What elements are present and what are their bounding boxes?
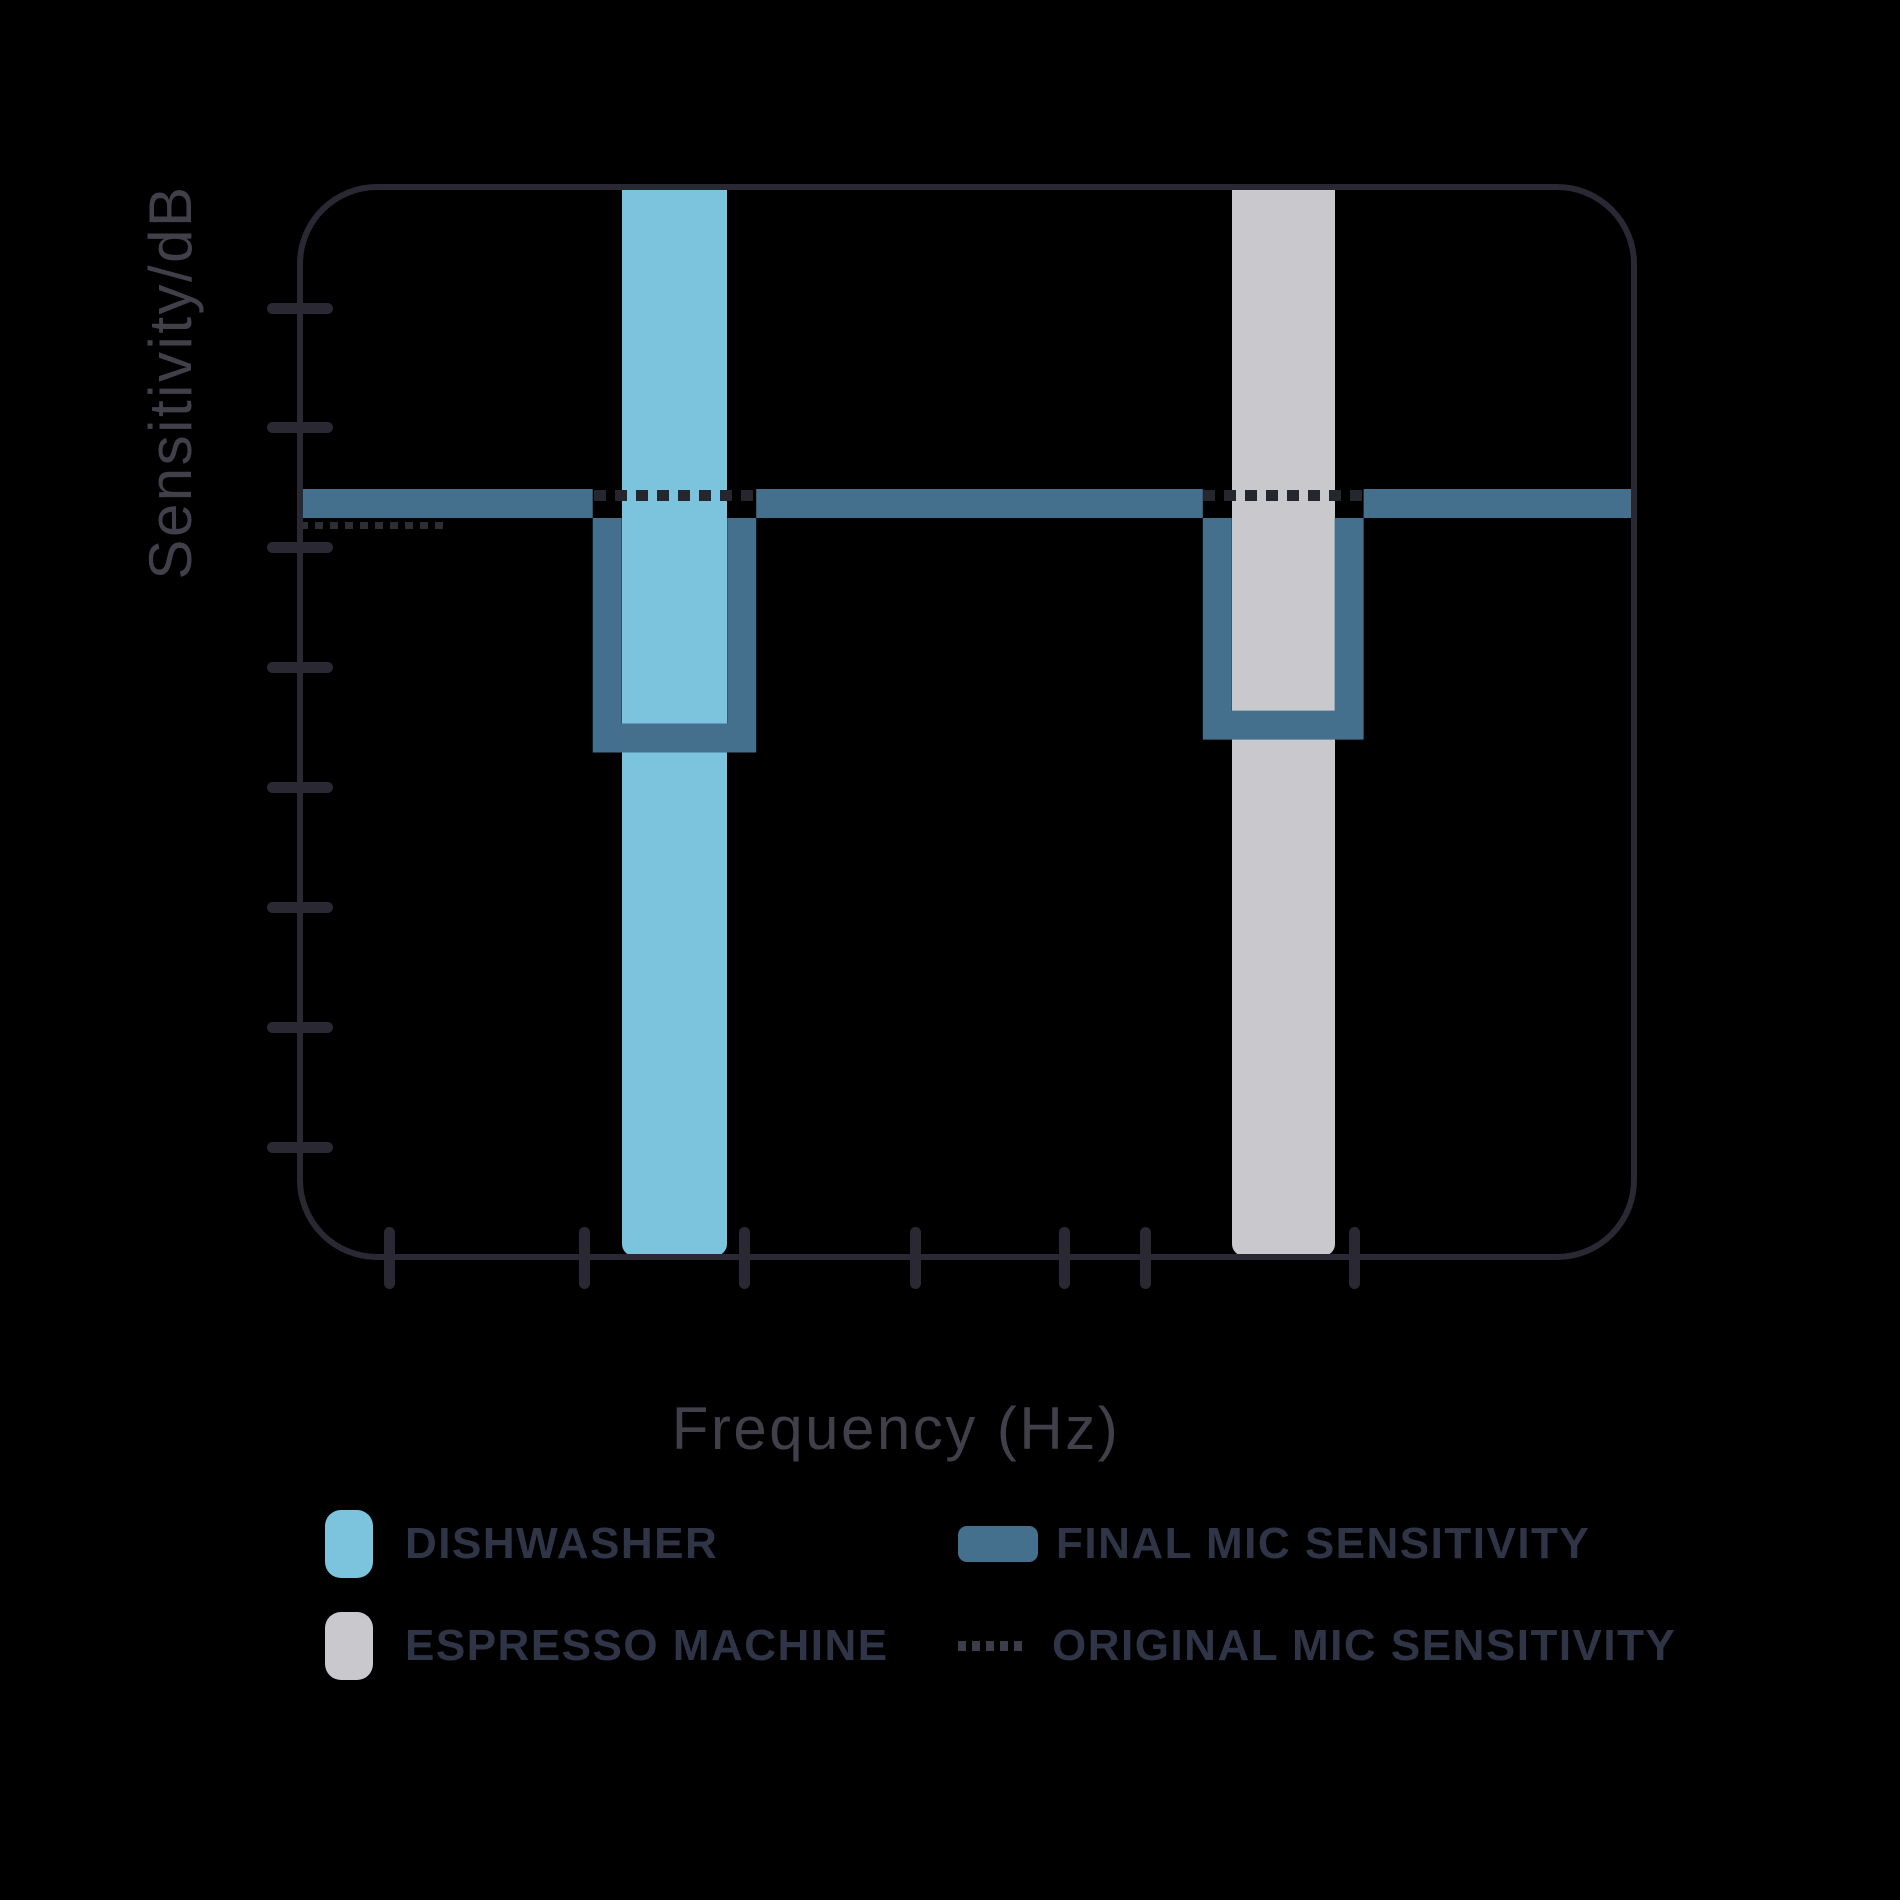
final-sensitivity-path [300,489,1635,753]
x-axis-label: Frequency (Hz) [671,1395,1121,1462]
y-axis-tick [267,422,333,434]
y-axis-tick [267,302,333,314]
legend-label-espresso: ESPRESSO MACHINE [405,1621,889,1670]
x-axis-tick [1059,1227,1071,1289]
y-axis-tick [267,1022,333,1034]
y-axis-tick [267,542,333,554]
x-axis-tick [1139,1227,1151,1289]
y-axis-tick [267,1142,333,1154]
x-axis-tick [383,1227,395,1289]
dishwasher-swatch-icon [325,1510,373,1578]
legend-item-final-mic-sensitivity: FINAL MIC SENSITIVITY [958,1510,1590,1578]
original-dotted-swatch-icon [958,1641,1028,1651]
legend-label-original-mic-sensitivity: ORIGINAL MIC SENSITIVITY [1052,1621,1677,1670]
x-axis-tick [739,1227,751,1289]
legend-label-dishwasher: DISHWASHER [405,1519,719,1568]
final-line-swatch-icon [958,1526,1038,1562]
x-axis-tick [578,1227,590,1289]
original-sensitivity-left-stub [300,522,445,530]
y-axis-tick [267,902,333,914]
y-axis-tick [267,662,333,674]
legend-item-espresso: ESPRESSO MACHINE [325,1612,889,1680]
espresso-swatch-icon [325,1612,373,1680]
legend-item-original-mic-sensitivity: ORIGINAL MIC SENSITIVITY [958,1612,1676,1680]
y-axis-label: Sensitivity/dB [137,184,204,580]
noise-band-dishwasher [621,190,728,1256]
legend-item-dishwasher: DISHWASHER [325,1510,718,1578]
x-axis-tick [1349,1227,1361,1289]
y-axis-tick [267,782,333,794]
x-axis-tick [909,1227,921,1289]
legend-label-final-mic-sensitivity: FINAL MIC SENSITIVITY [1056,1519,1591,1568]
